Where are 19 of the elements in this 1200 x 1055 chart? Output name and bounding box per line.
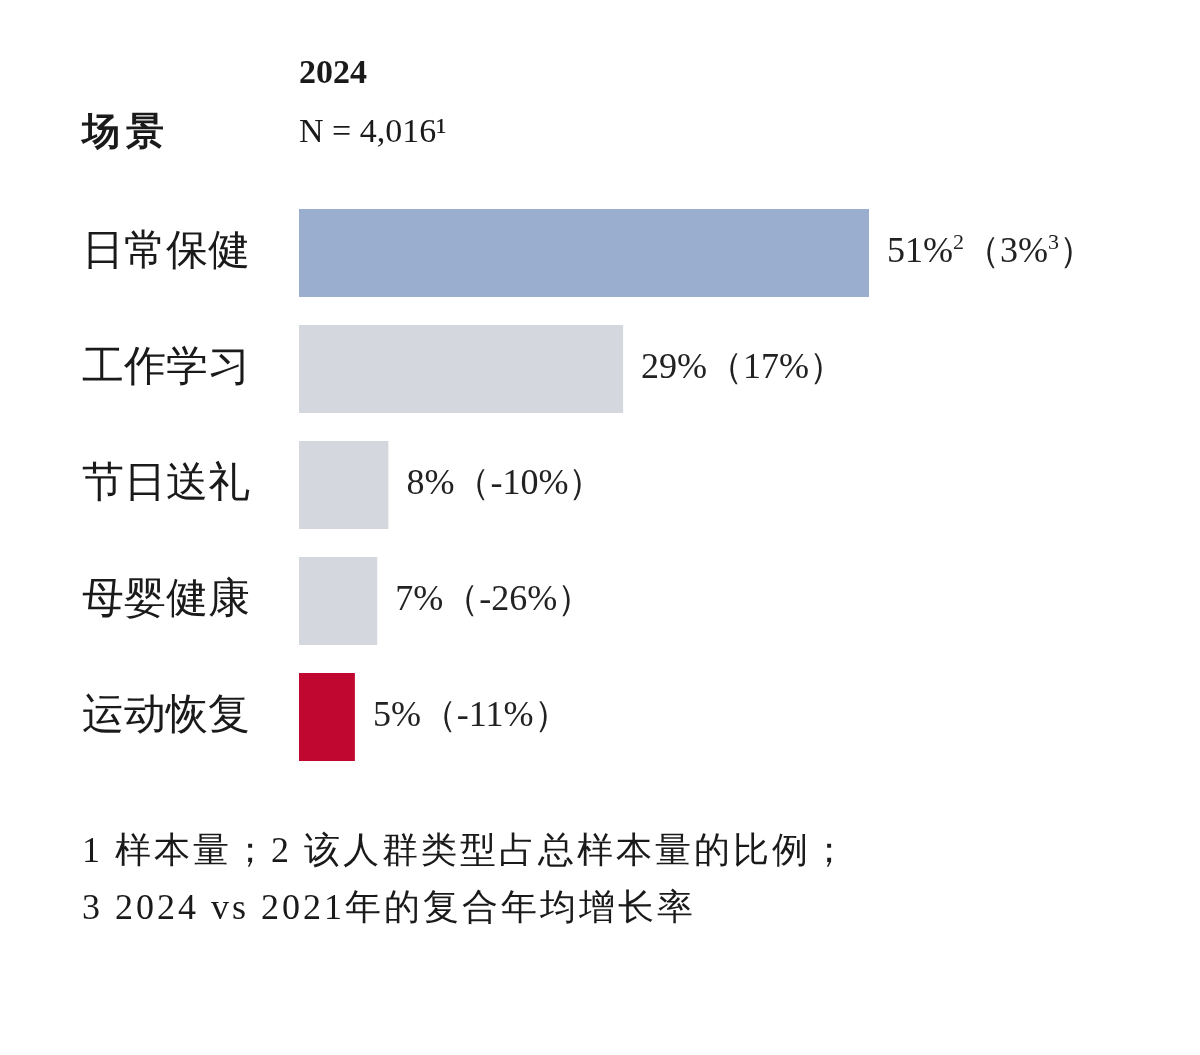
- bar: [299, 440, 389, 530]
- data-label: 5%（-11%）: [372, 694, 570, 735]
- chart-subtitle: N = 4,016¹: [299, 111, 447, 151]
- y-tick-label: 节日送礼: [82, 459, 250, 506]
- text: 3 2024 vs 2021年的复合年均增长率: [82, 886, 697, 929]
- y-tick-label: 工作学习: [82, 343, 250, 390]
- bar: [299, 556, 378, 646]
- text: 1 样本量；2 该人群类型占总样本量的比例；: [82, 829, 850, 872]
- data-label: 7%（-26%）: [395, 578, 594, 619]
- data-label: 8%（-10%）: [406, 462, 605, 503]
- y-axis-title: 场景: [82, 109, 170, 154]
- chart-title: 2024: [299, 52, 367, 92]
- bar: [299, 672, 355, 762]
- y-tick-label: 运动恢复: [82, 691, 250, 738]
- bar: [299, 208, 869, 298]
- bar: [299, 324, 624, 414]
- y-tick-label: 母婴健康: [82, 575, 250, 622]
- data-label: 29%（17%）: [641, 346, 846, 387]
- y-tick-label: 日常保健: [82, 227, 250, 274]
